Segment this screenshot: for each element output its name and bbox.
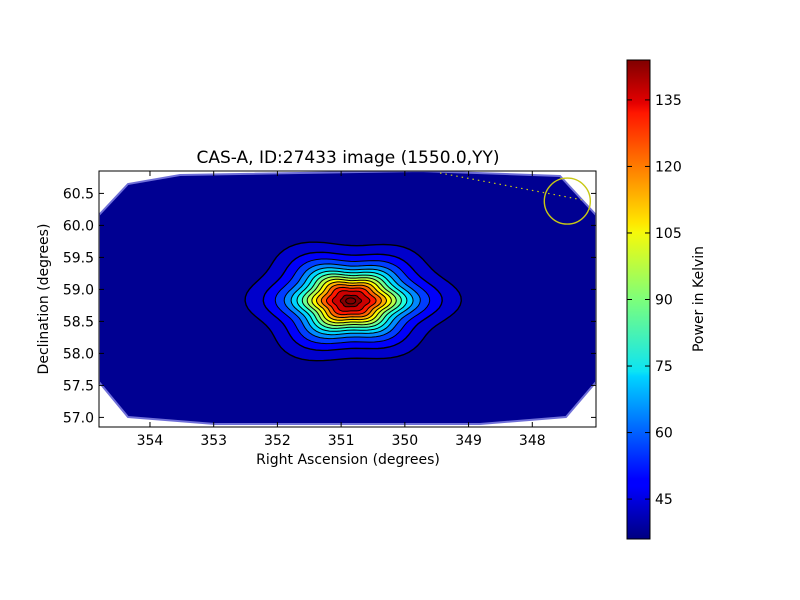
contour-lines	[244, 241, 463, 362]
colorbar: 45 60 75 90 105 120 135 Power in Kelvin	[626, 59, 707, 540]
y-tick-label: 58.0	[63, 346, 94, 362]
x-axis-label: Right Ascension (degrees)	[256, 452, 440, 468]
source-peak-marker	[345, 297, 357, 305]
y-tick-label: 60.0	[63, 218, 94, 234]
heat-level	[340, 295, 362, 307]
contour-line	[283, 263, 421, 340]
contour-line	[296, 270, 408, 332]
colorbar-tick-label: 90	[655, 293, 673, 309]
plot-frame	[98, 170, 597, 428]
plot-area: 354 353 352 351 350 349 348 57.0 57.5 58.0 58.5 59…	[63, 170, 597, 449]
colorbar-tick-label: 105	[655, 226, 682, 242]
contour-line	[290, 267, 414, 336]
x-tick-label: 354	[137, 433, 164, 449]
y-tick-label: 59.0	[63, 282, 94, 298]
colorbar-tick-label: 45	[655, 492, 673, 508]
y-tick-label: 57.5	[63, 378, 94, 394]
y-tick-label: 57.0	[63, 410, 94, 426]
x-tick-label: 348	[519, 433, 546, 449]
contour-line	[326, 286, 377, 316]
colorbar-label: Power in Kelvin	[691, 246, 707, 352]
y-tick-label: 58.5	[63, 314, 94, 330]
x-tick-label: 351	[328, 433, 355, 449]
x-tick-label: 353	[200, 433, 227, 449]
x-tick-label: 349	[455, 433, 482, 449]
contour-line	[244, 241, 463, 362]
contour-line	[331, 290, 371, 312]
contour-line	[315, 281, 388, 321]
y-axis-label: Declination (degrees)	[36, 224, 52, 375]
colorbar-ticks: 45 60 75 90 105 120 135	[627, 93, 682, 508]
contour-line	[274, 258, 431, 345]
contour-line	[306, 276, 397, 327]
colorbar-tick-label: 120	[655, 159, 682, 175]
colorbar-tick-label: 75	[655, 359, 673, 375]
y-axis-ticks: 57.0 57.5 58.0 58.5 59.0 59.5 60.0 60.5	[63, 186, 596, 426]
x-tick-label: 352	[264, 433, 291, 449]
y-tick-label: 59.5	[63, 250, 94, 266]
x-axis-ticks: 354 353 352 351 350 349 348	[137, 171, 546, 449]
dotted-track-line	[439, 172, 584, 201]
contour-line	[311, 278, 392, 324]
colorbar-tick-label: 60	[655, 426, 673, 442]
contour-line	[339, 294, 363, 308]
y-tick-label: 60.5	[63, 186, 94, 202]
contour-line	[262, 251, 443, 352]
contour-line	[301, 273, 402, 329]
chart-title: CAS-A, ID:27433 image (1550.0,YY)	[196, 148, 499, 168]
marker-circle	[543, 177, 591, 225]
contour-line	[320, 284, 382, 318]
colorbar-tick-label: 135	[655, 93, 682, 109]
heatmap-image	[99, 171, 596, 425]
x-tick-label: 350	[391, 433, 418, 449]
